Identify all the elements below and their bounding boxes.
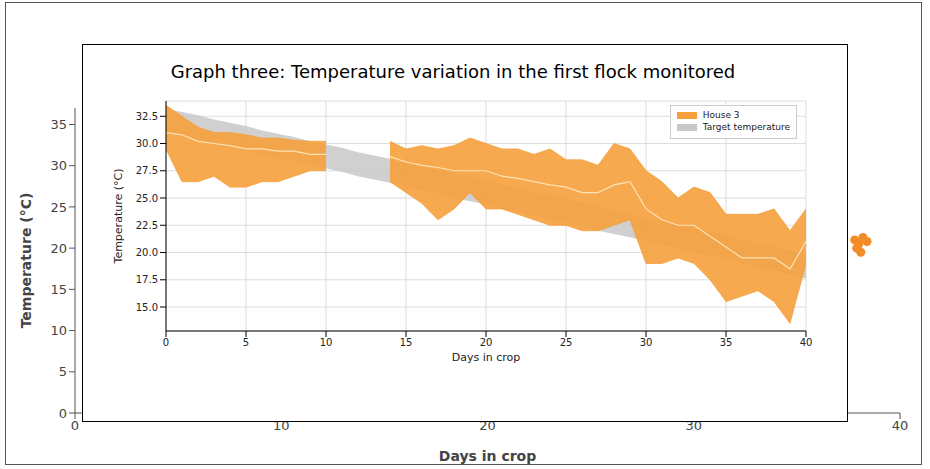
svg-text:0: 0 [59, 406, 67, 421]
svg-text:10: 10 [273, 418, 290, 434]
svg-text:5: 5 [243, 337, 249, 348]
svg-text:17.5: 17.5 [136, 274, 158, 285]
html-text:House 3: House 3 [702, 110, 740, 120]
svg-text:Days in crop: Days in crop [439, 448, 536, 464]
svg-text:35: 35 [50, 117, 67, 132]
svg-text:25: 25 [50, 200, 67, 215]
svg-text:30: 30 [50, 158, 67, 173]
svg-text:0: 0 [163, 337, 169, 348]
svg-text:5: 5 [59, 364, 67, 379]
svg-text:20: 20 [479, 418, 496, 434]
svg-text:15: 15 [50, 282, 67, 297]
svg-text:30: 30 [640, 337, 653, 348]
html-text:Target temperature: Target temperature [702, 122, 790, 132]
svg-text:25.0: 25.0 [136, 193, 158, 204]
svg-text:27.5: 27.5 [136, 165, 158, 176]
svg-text:30.0: 30.0 [136, 138, 158, 149]
svg-text:0: 0 [71, 418, 79, 433]
svg-text:10: 10 [50, 323, 67, 338]
svg-text:Days in crop: Days in crop [452, 351, 521, 364]
svg-text:10: 10 [320, 337, 333, 348]
svg-text:25: 25 [560, 337, 573, 348]
svg-text:Temperature (°C): Temperature (°C) [18, 193, 34, 329]
svg-text:20.0: 20.0 [136, 247, 158, 258]
svg-text:Temperature (°C): Temperature (°C) [112, 169, 125, 265]
svg-text:40: 40 [892, 418, 909, 433]
svg-text:30: 30 [685, 418, 702, 434]
svg-text:20: 20 [480, 337, 493, 348]
html-text:Graph three: Temperature varia: Graph three: Temperature variation in th… [170, 61, 736, 82]
svg-text:15.0: 15.0 [136, 302, 158, 313]
svg-text:15: 15 [400, 337, 413, 348]
svg-text:22.5: 22.5 [136, 220, 158, 231]
svg-text:32.5: 32.5 [136, 111, 158, 122]
svg-text:20: 20 [50, 241, 67, 256]
svg-text:40: 40 [800, 337, 813, 348]
svg-text:35: 35 [720, 337, 733, 348]
